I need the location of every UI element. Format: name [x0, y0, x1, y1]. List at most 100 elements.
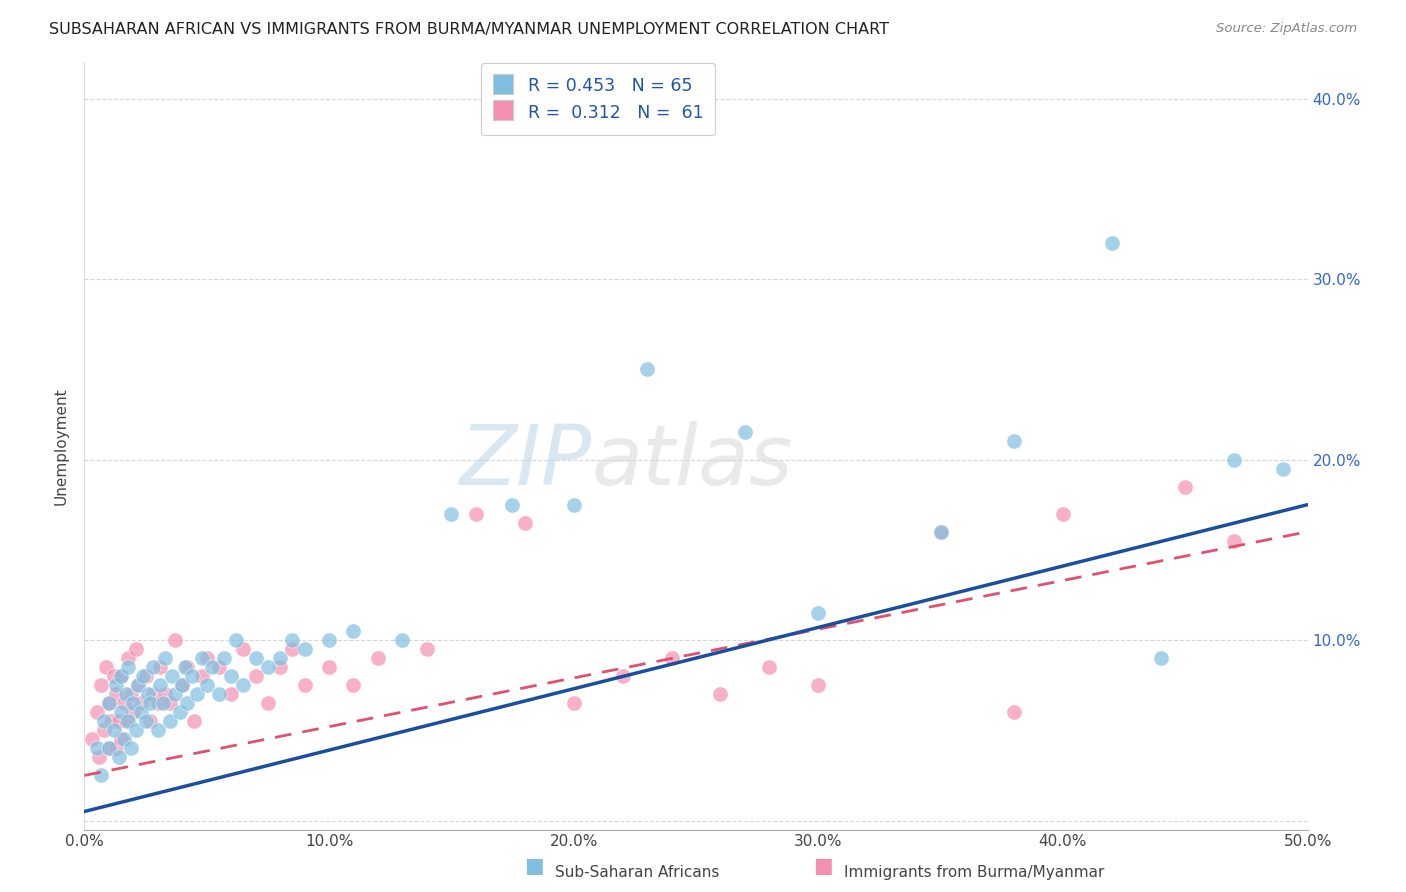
Point: [176, 696, 198, 710]
Point: [758, 660, 780, 674]
Point: [208, 687, 231, 701]
Point: [257, 696, 280, 710]
Point: [1002, 434, 1025, 449]
Point: [929, 524, 952, 539]
Point: [245, 669, 267, 683]
Point: [139, 696, 162, 710]
Point: [636, 362, 658, 376]
Point: [807, 678, 830, 692]
Point: [183, 714, 205, 729]
Point: [367, 651, 389, 665]
Point: [294, 642, 316, 657]
Point: [86, 741, 108, 756]
Point: [1150, 651, 1173, 665]
Point: [107, 714, 129, 729]
Point: [200, 660, 222, 674]
Point: [440, 507, 463, 521]
Point: [195, 651, 218, 665]
Point: [219, 687, 242, 701]
Point: [80, 732, 103, 747]
Text: ZIP: ZIP: [460, 421, 592, 502]
Point: [117, 651, 139, 665]
Point: [1223, 452, 1246, 467]
Point: [173, 660, 195, 674]
Point: [162, 669, 184, 683]
Point: [342, 624, 364, 638]
Point: [105, 741, 128, 756]
Point: [929, 524, 952, 539]
Point: [245, 651, 267, 665]
Point: [212, 651, 235, 665]
Point: [149, 678, 172, 692]
Text: Source: ZipAtlas.com: Source: ZipAtlas.com: [1216, 22, 1357, 36]
Point: [97, 696, 120, 710]
Point: [191, 651, 214, 665]
Point: [127, 678, 149, 692]
Point: [181, 669, 204, 683]
Point: [416, 642, 439, 657]
Point: [269, 660, 291, 674]
Point: [125, 642, 148, 657]
Point: [97, 741, 120, 756]
Point: [562, 696, 585, 710]
Point: [318, 633, 340, 648]
Point: [502, 498, 524, 512]
Point: [464, 507, 486, 521]
Y-axis label: Unemployment: Unemployment: [53, 387, 69, 505]
Point: [97, 696, 120, 710]
Point: [105, 687, 128, 701]
Point: [90, 678, 112, 692]
Point: [191, 669, 214, 683]
Text: Immigrants from Burma/Myanmar: Immigrants from Burma/Myanmar: [844, 865, 1104, 880]
Point: [93, 723, 115, 738]
Point: [342, 678, 364, 692]
Point: [135, 669, 157, 683]
Legend: R = 0.453   N = 65, R =  0.312   N =  61: R = 0.453 N = 65, R = 0.312 N = 61: [481, 63, 716, 135]
Point: [112, 696, 135, 710]
Point: [391, 633, 413, 648]
Point: [281, 633, 304, 648]
Point: [612, 669, 634, 683]
Point: [1052, 507, 1074, 521]
Point: [562, 498, 585, 512]
Point: [115, 714, 138, 729]
Point: [110, 705, 132, 719]
Point: [129, 696, 152, 710]
Point: [86, 705, 108, 719]
Point: [172, 678, 194, 692]
Point: [1002, 705, 1025, 719]
Point: [269, 651, 291, 665]
Point: [186, 687, 208, 701]
Text: Sub-Saharan Africans: Sub-Saharan Africans: [555, 865, 720, 880]
Point: [294, 678, 316, 692]
Point: [117, 714, 139, 729]
Point: [132, 669, 155, 683]
Point: [709, 687, 731, 701]
Point: [122, 696, 145, 710]
Point: [135, 714, 157, 729]
Point: [219, 669, 242, 683]
Point: [232, 642, 254, 657]
Point: [149, 660, 172, 674]
Point: [90, 768, 112, 782]
Point: [159, 714, 181, 729]
Point: [146, 696, 169, 710]
Point: [153, 687, 176, 701]
Point: [110, 669, 132, 683]
Point: [159, 696, 181, 710]
Point: [142, 660, 165, 674]
Point: [734, 425, 756, 440]
Point: [96, 660, 118, 674]
Point: [163, 687, 186, 701]
Point: [232, 678, 254, 692]
Point: [110, 732, 132, 747]
Point: [87, 750, 110, 764]
Point: [122, 705, 145, 719]
Point: [163, 633, 186, 648]
Text: atlas: atlas: [592, 421, 793, 502]
Point: [257, 660, 280, 674]
Point: [172, 678, 194, 692]
Point: [1223, 533, 1246, 548]
Point: [1101, 235, 1123, 250]
Point: [513, 516, 536, 530]
